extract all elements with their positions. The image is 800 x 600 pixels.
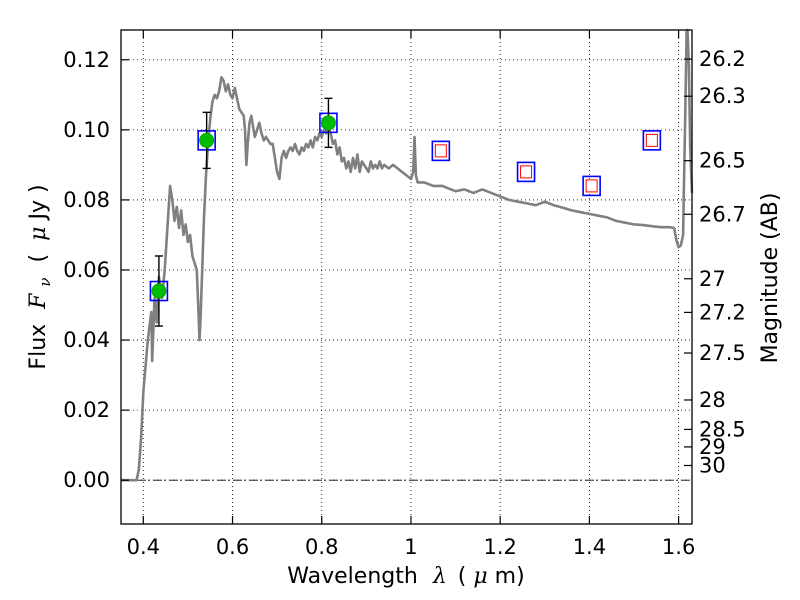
magnitude-tick-label: 26.7 bbox=[699, 202, 746, 226]
y-tick-label: 0.00 bbox=[63, 468, 110, 492]
y-tick-label: 0.02 bbox=[63, 398, 110, 422]
magnitude-axis-label: Magnitude (AB) bbox=[758, 193, 783, 364]
magnitude-tick-label: 27.2 bbox=[699, 300, 746, 324]
observed-flux-point bbox=[199, 132, 215, 148]
magnitude-tick-label: 26.3 bbox=[699, 84, 746, 108]
x-tick-labels: 0.4 0.6 0.8 1 1.2 1.4 1.6 bbox=[127, 535, 696, 559]
model-photometry-marker bbox=[516, 161, 536, 183]
magnitude-tick-label: 29 bbox=[699, 435, 726, 459]
x-tick-label: 0.8 bbox=[305, 535, 338, 559]
y-tick-label: 0.10 bbox=[63, 118, 110, 142]
x-tick-label: 1 bbox=[404, 535, 417, 559]
magnitude-tick-label: 28.5 bbox=[699, 417, 746, 441]
magnitude-tick-label: 26.5 bbox=[699, 149, 746, 173]
magnitude-tick-label: 27 bbox=[699, 267, 726, 291]
y-axis-label: Flux F ν ( μ Jy ) bbox=[26, 184, 56, 369]
y-tick-label: 0.06 bbox=[63, 258, 110, 282]
upper-limit-marker bbox=[585, 179, 598, 193]
y-axis-unit-rest: Jy ) bbox=[26, 184, 51, 221]
y-tick-label: 0.12 bbox=[63, 48, 110, 72]
upper-limit-marker bbox=[520, 165, 533, 179]
magnitude-tick-label: 27.5 bbox=[699, 341, 746, 365]
x-tick-label: 0.6 bbox=[216, 535, 249, 559]
x-tick-label: 1.4 bbox=[573, 535, 606, 559]
upper-limit-marker bbox=[434, 144, 447, 158]
model-photometry-marker bbox=[642, 130, 662, 151]
x-axis-unit-open: ( bbox=[458, 564, 467, 589]
x-axis-lambda: λ bbox=[432, 564, 447, 589]
observed-flux-point bbox=[320, 115, 336, 131]
x-tick-label: 1.2 bbox=[483, 535, 516, 559]
y-axis-flux-symbol: F bbox=[26, 293, 51, 310]
y-axis-label-text: Flux bbox=[26, 324, 51, 370]
x-axis-label-text: Wavelength bbox=[287, 564, 418, 589]
x-axis-unit-rest: m) bbox=[495, 564, 525, 589]
model-photometry-marker bbox=[582, 175, 601, 197]
x-tick-label: 0.4 bbox=[127, 535, 160, 559]
upper-limit-marker bbox=[645, 133, 658, 147]
sed-model-curve bbox=[121, 28, 694, 482]
magnitude-tick-label: 30 bbox=[699, 453, 726, 477]
y-axis-unit-mu: μ bbox=[26, 227, 51, 241]
plot-area bbox=[121, 28, 694, 482]
y-tick-label: 0.08 bbox=[63, 188, 110, 212]
model-photometry-marker bbox=[431, 140, 451, 162]
y-axis-unit-open: ( bbox=[26, 254, 51, 263]
y-axis-flux-subscript: ν bbox=[36, 277, 54, 286]
x-tick-label: 1.6 bbox=[662, 535, 695, 559]
y-tick-labels: 0.00 0.02 0.04 0.06 0.08 0.10 0.12 bbox=[63, 48, 110, 492]
x-axis-label: Wavelength λ ( μ m) bbox=[287, 564, 524, 589]
x-axis-unit-mu: μ bbox=[473, 564, 487, 589]
plot-frame bbox=[120, 29, 693, 525]
axis-ticks bbox=[121, 30, 692, 524]
magnitude-tick-label: 28 bbox=[699, 388, 726, 412]
magnitude-tick-label: 26.2 bbox=[699, 47, 746, 71]
y-tick-label: 0.04 bbox=[63, 328, 110, 352]
observed-flux-point bbox=[151, 283, 167, 299]
